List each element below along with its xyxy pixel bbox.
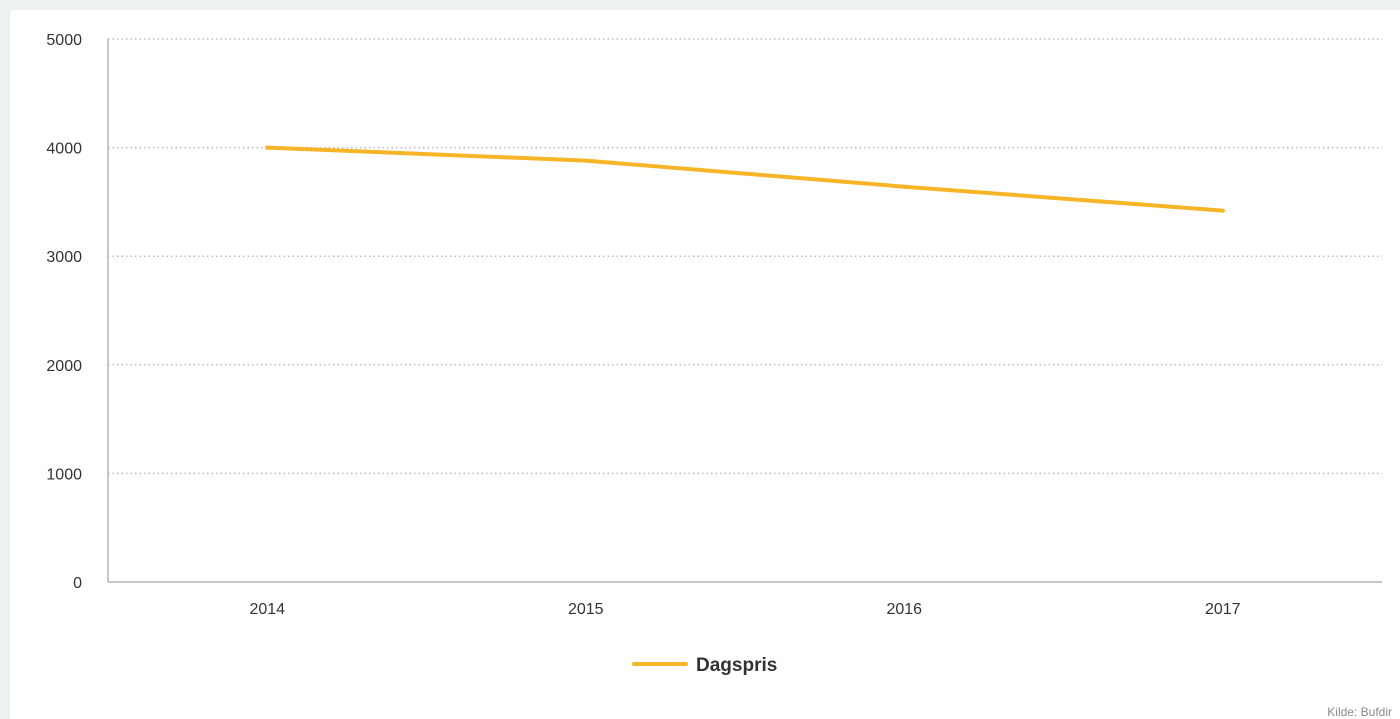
series-line-dagspris[interactable] <box>265 145 1225 213</box>
grid-lines <box>108 38 1382 475</box>
source-note: Kilde: Bufdir <box>1327 705 1392 719</box>
y-tick-label: 1000 <box>46 466 82 483</box>
y-tick-label: 2000 <box>46 358 82 375</box>
axes <box>107 39 1382 583</box>
chart-panel <box>10 10 1400 719</box>
x-tick-label: 2015 <box>568 601 604 618</box>
x-tick-label: 2017 <box>1205 601 1241 618</box>
data-point[interactable] <box>265 145 270 150</box>
y-tick-label: 3000 <box>46 249 82 266</box>
x-axis-ticks: 2014 2015 2016 2017 <box>249 601 1240 618</box>
data-point[interactable] <box>1220 208 1225 213</box>
x-tick-label: 2014 <box>249 601 285 618</box>
y-tick-label: 4000 <box>46 141 82 158</box>
y-axis-ticks: 0 1000 2000 3000 4000 5000 <box>46 32 82 592</box>
legend-label[interactable]: Dagspris <box>696 655 777 676</box>
series-layer <box>265 145 1225 213</box>
x-tick-label: 2016 <box>886 601 922 618</box>
data-point[interactable] <box>583 158 588 163</box>
legend[interactable]: Dagspris <box>632 655 777 676</box>
data-point[interactable] <box>902 184 907 189</box>
y-tick-label: 0 <box>73 575 82 592</box>
y-tick-label: 5000 <box>46 32 82 49</box>
